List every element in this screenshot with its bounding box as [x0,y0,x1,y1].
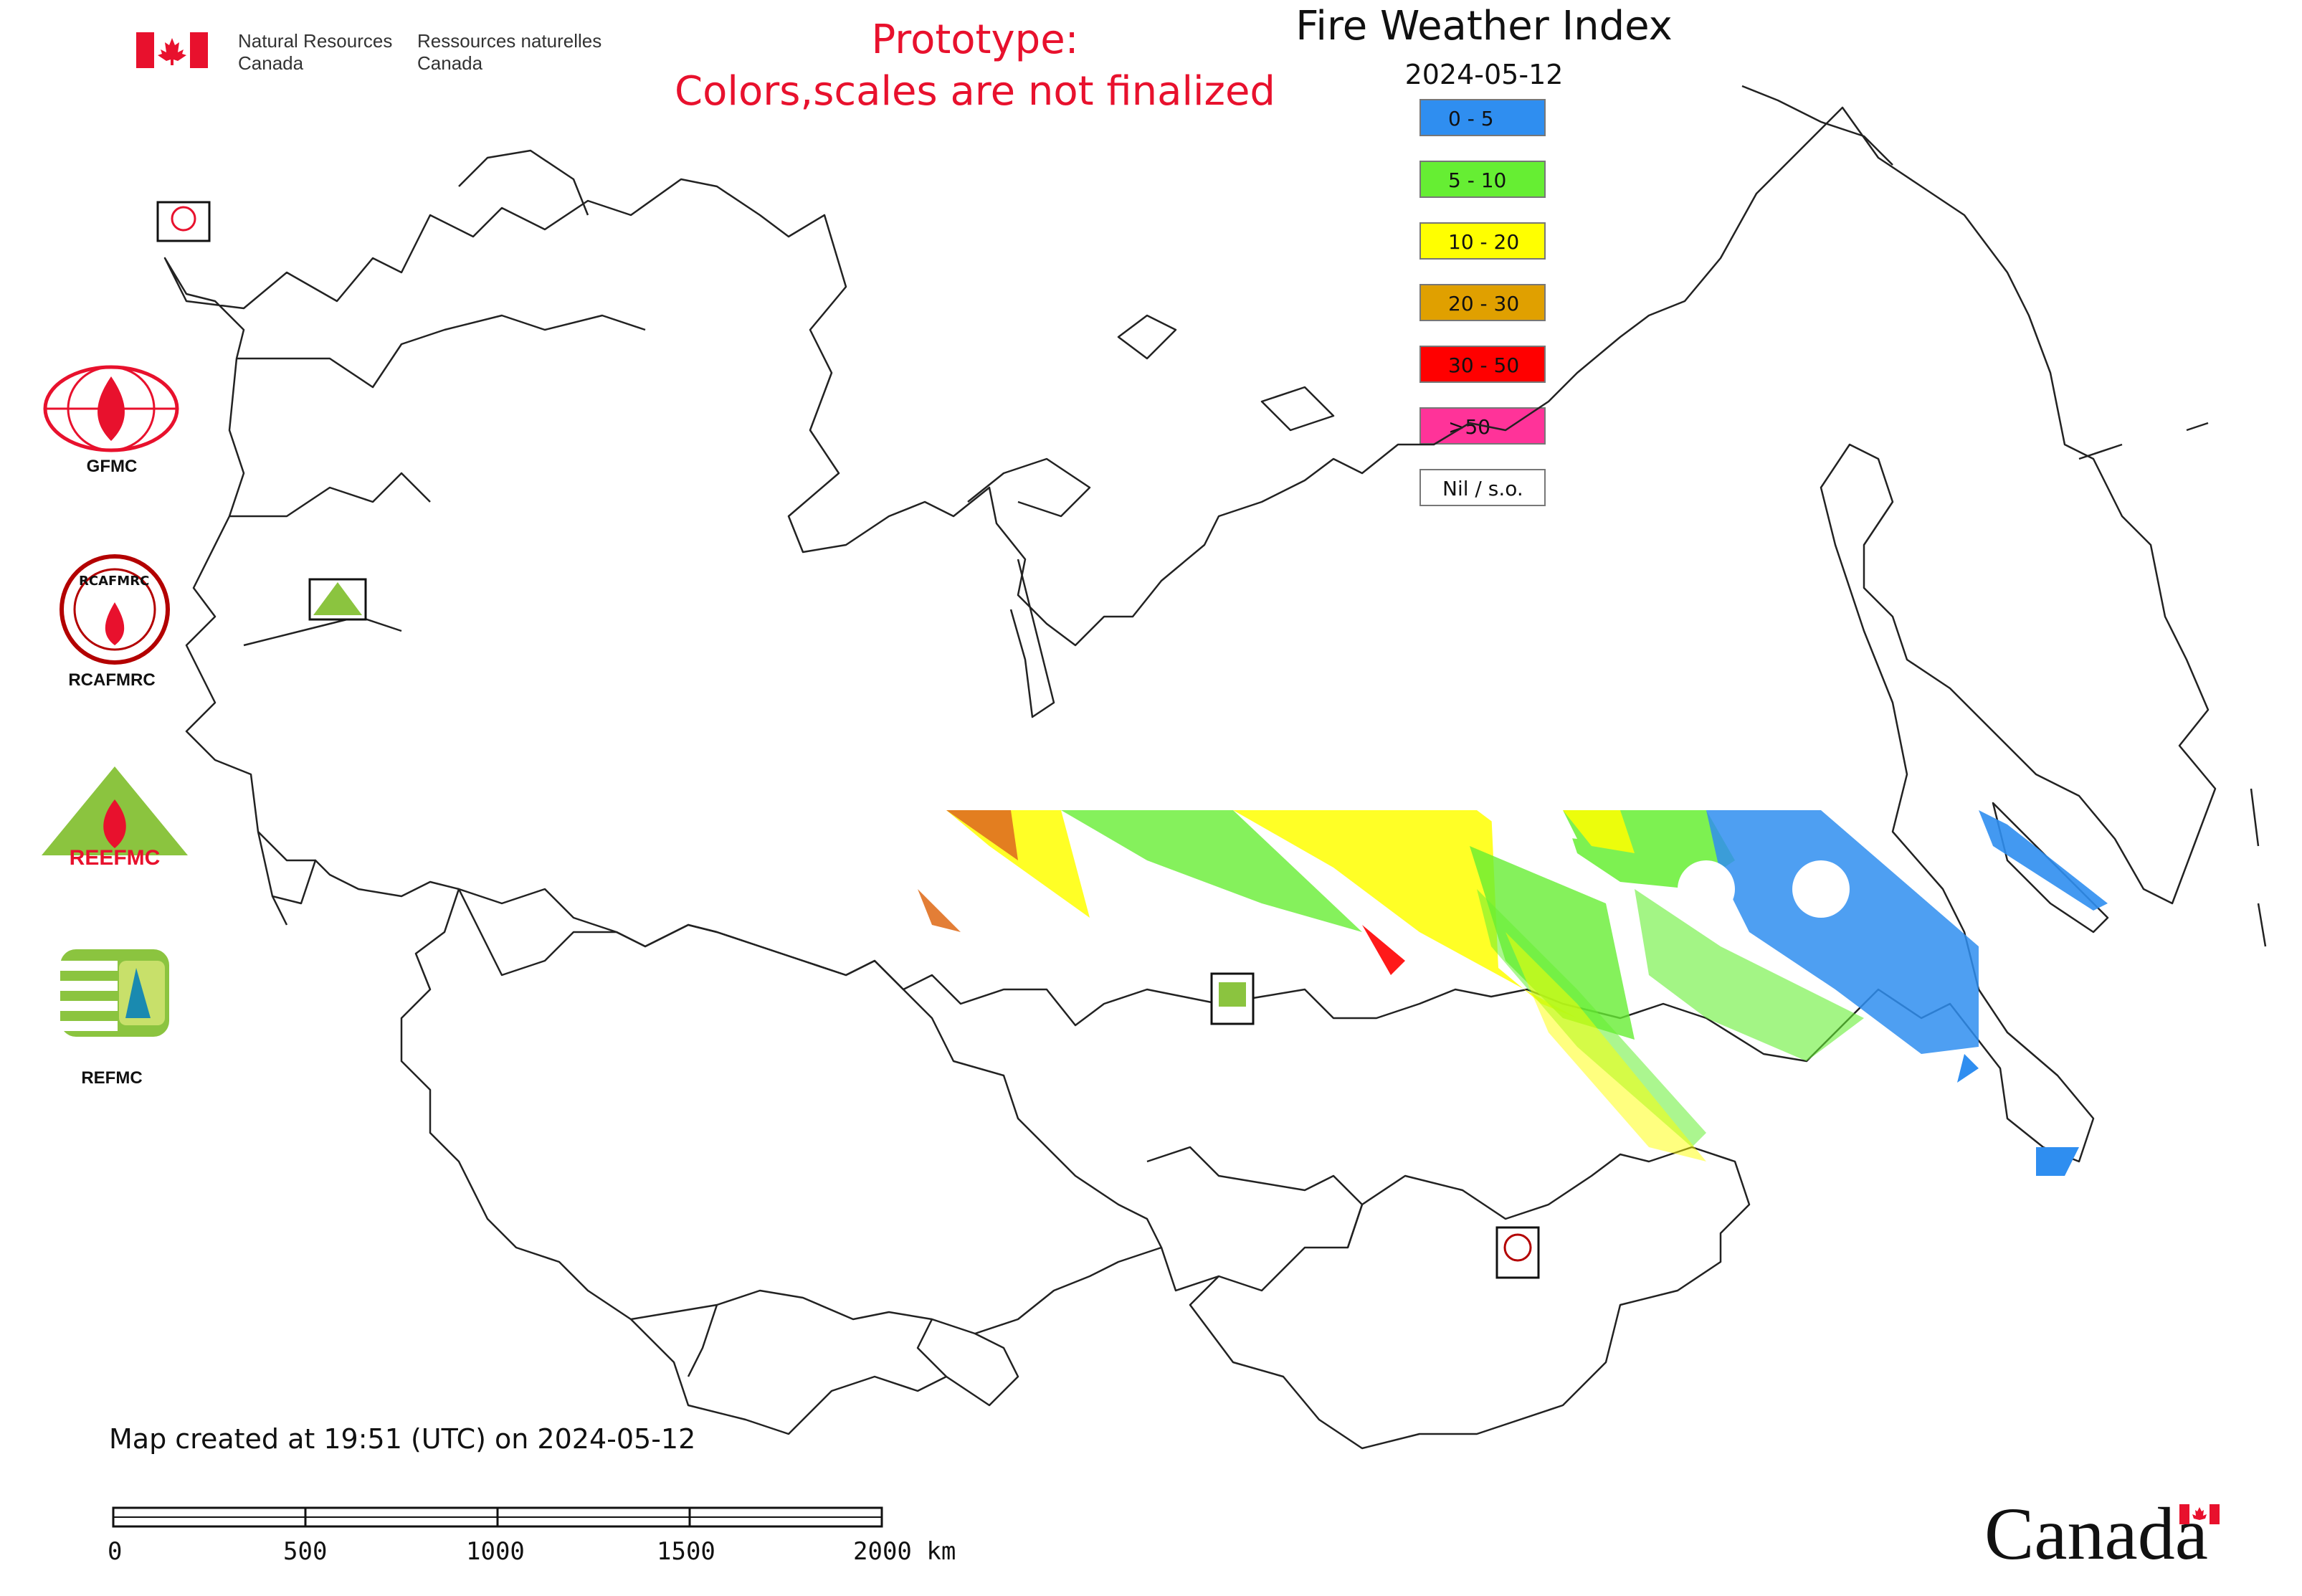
wordmark-flag-icon [2179,1504,2220,1524]
centre-markers [156,201,1540,1279]
gfmc-logo-icon [43,365,179,452]
legend-item-0-5: 0 - 5 [1419,99,1546,136]
rcafmrc-map-marker [1495,1226,1540,1279]
legend-item-30-50: 30 - 50 [1419,346,1546,383]
dept-fr-line1: Ressources naturelles [417,30,602,52]
reefmc-logo-text: REEFMC [69,846,161,870]
legend-item-20-30: 20 - 30 [1419,284,1546,321]
refmc-logo-icon [60,949,169,1037]
map-title: Fire Weather Index [1295,3,1673,49]
scale-label-1000: 1000 [466,1537,525,1566]
dept-en-line2: Canada [238,52,304,74]
country-borders [163,85,2267,1450]
map-created-note: Map created at 19:51 (UTC) on 2024-05-12 [109,1423,696,1455]
prototype-line1: Prototype: [871,16,1079,63]
rcafmrc-inner-text: RCAFMRC [79,574,150,589]
gfmc-map-marker [156,201,211,242]
dept-en-line1: Natural Resources [238,30,393,52]
scale-label-500: 500 [283,1537,327,1566]
map-date: 2024-05-12 [1404,59,1564,90]
gfmc-label: GFMC [86,457,138,476]
refmc-label: REFMC [81,1068,143,1088]
legend-item-10-20: 10 - 20 [1419,222,1546,260]
canada-wordmark: Canada [1984,1493,2208,1575]
refmc-map-marker [1210,972,1255,1025]
scale-bar: 0 500 1000 1500 2000 km [108,1506,956,1566]
prototype-line2: Colors,scales are not finalized [675,68,1275,115]
department-name-english: Natural Resources Canada [238,30,392,75]
scale-label-0: 0 [108,1537,122,1566]
fwi-data-swaths [918,810,2108,1176]
prototype-notice: Prototype: Colors,scales are not finaliz… [574,14,1376,118]
reefmc-logo-icon [42,766,188,855]
dept-fr-line2: Canada [417,52,483,74]
rcafmrc-label: RCAFMRC [68,670,156,690]
department-name-french: Ressources naturelles Canada [417,30,601,75]
scale-label-2000: 2000 km [853,1537,956,1566]
scale-label-1500: 1500 [657,1537,715,1566]
legend-item-5-10: 5 - 10 [1419,161,1546,198]
rcafmrc-logo-icon [60,554,170,665]
legend-item-nil: Nil / s.o. [1419,469,1546,506]
canada-flag-icon [136,32,208,68]
